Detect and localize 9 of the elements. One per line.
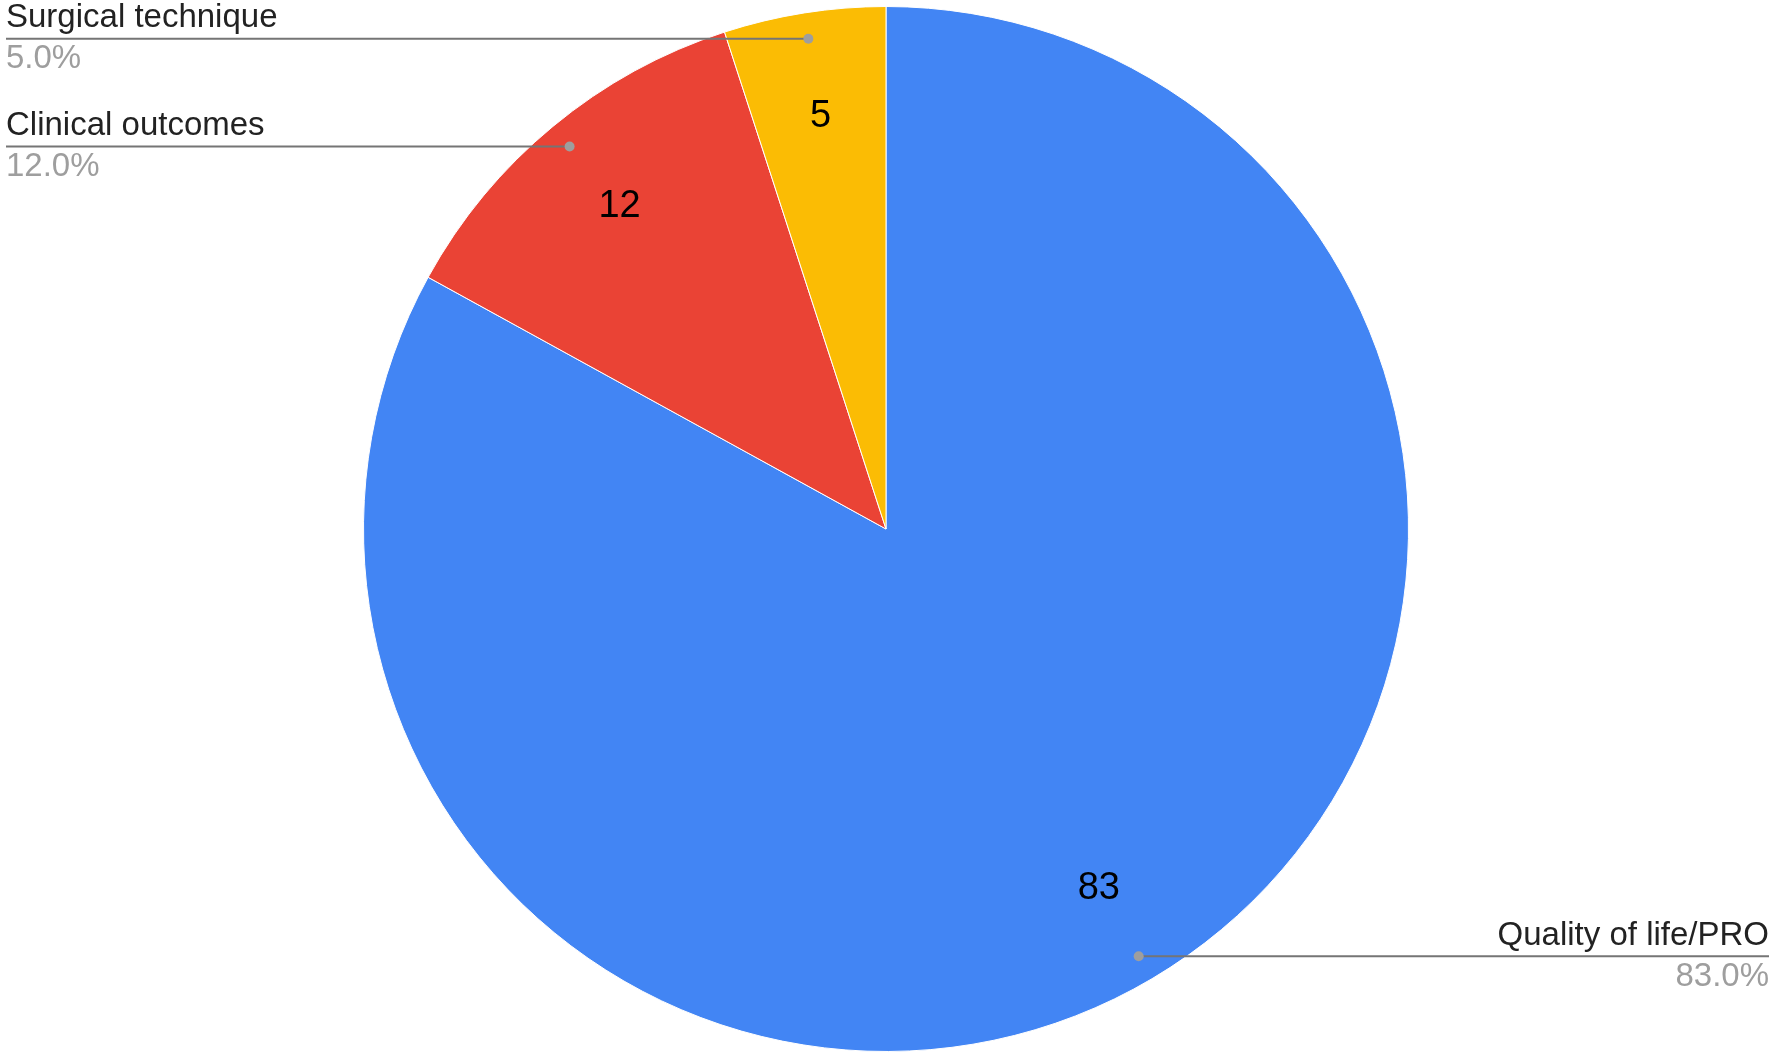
text: 5.0%: [6, 38, 82, 76]
text: 83.0%: [1675, 955, 1769, 993]
data-label: 12: [598, 183, 641, 226]
data-label: 5: [810, 92, 832, 135]
slice-label: Clinical outcomes: [6, 105, 265, 143]
text: 12.0%: [6, 146, 100, 184]
data-label: 83: [1077, 865, 1120, 908]
slice-label: Quality of life/PRO: [1497, 914, 1769, 952]
slice-label: Surgical technique: [6, 0, 278, 35]
